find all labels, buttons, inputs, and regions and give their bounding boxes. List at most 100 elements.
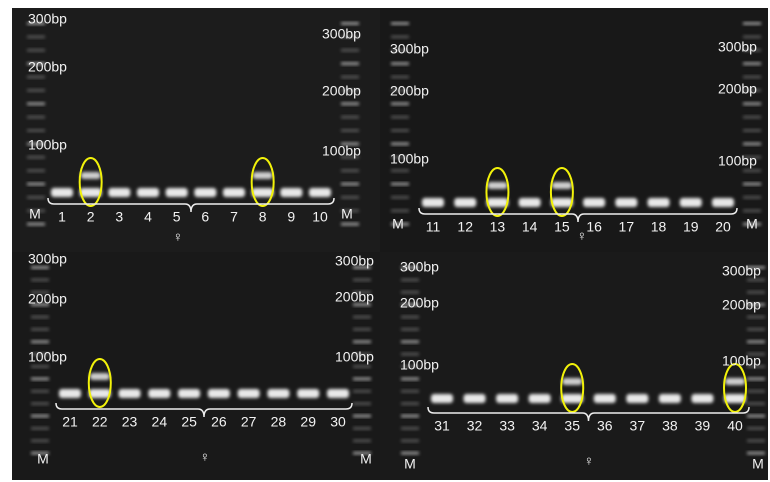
- ladder-band: [401, 439, 419, 443]
- ladder-band: [353, 377, 371, 381]
- sample-band: [118, 389, 141, 398]
- ladder-band: [341, 75, 359, 79]
- upper-band: [89, 373, 110, 380]
- ladder-band: [31, 315, 49, 319]
- female-symbol: ♀: [577, 228, 588, 244]
- ladder-band: [391, 75, 409, 79]
- ladder-band: [31, 340, 49, 344]
- ladder-band: [341, 88, 359, 92]
- ladder-band: [27, 169, 45, 173]
- ladder-band: [743, 182, 761, 186]
- lane-label: 28: [271, 414, 287, 430]
- upper-band: [252, 172, 273, 179]
- ladder-label: 100bp: [28, 349, 67, 365]
- ladder-band: [401, 352, 419, 356]
- ladder-band: [743, 102, 761, 106]
- lane-label: 3: [115, 209, 123, 225]
- ladder-band: [391, 88, 409, 92]
- ladder-band: [31, 451, 49, 455]
- ladder-label: 300bp: [390, 41, 429, 57]
- lane-label: 34: [532, 418, 548, 434]
- lane-label: 27: [241, 414, 257, 430]
- ladder-band: [747, 327, 765, 331]
- ladder-label: 200bp: [28, 59, 67, 75]
- ladder-band: [401, 451, 419, 455]
- ladder-band: [31, 365, 49, 368]
- lane-label: 23: [122, 414, 138, 430]
- ladder-band: [743, 48, 761, 52]
- ladder-band: [31, 278, 49, 282]
- sample-band: [463, 394, 486, 403]
- upper-band: [80, 172, 101, 179]
- gel-background: [380, 252, 768, 480]
- sample-band: [137, 188, 159, 197]
- ladder-band: [391, 62, 409, 66]
- lane-label: 20: [715, 219, 731, 235]
- ladder-label: 300bp: [718, 39, 757, 55]
- lane-label: 22: [92, 414, 108, 430]
- ladder-band: [27, 75, 45, 79]
- gel-panel: 31 32 33 34 35 36 37 38 39 40 300bp 200bp 100bp 300bp…: [380, 252, 768, 480]
- ladder-band: [747, 365, 765, 368]
- ladder-band: [401, 414, 419, 418]
- sample-band: [550, 198, 573, 207]
- sample-band: [658, 394, 681, 403]
- lane-label: 32: [467, 418, 483, 434]
- female-symbol: ♀: [173, 229, 184, 245]
- lane-label: 2: [87, 209, 95, 225]
- ladder-label: 300bp: [28, 251, 67, 267]
- ladder-band: [27, 129, 45, 132]
- ladder-band: [743, 222, 761, 226]
- ladder-band: [747, 451, 765, 455]
- sample-band: [454, 198, 477, 207]
- ladder-band: [743, 155, 761, 159]
- group-brace: [47, 197, 335, 213]
- lane-label: 6: [201, 209, 209, 225]
- ladder-band: [31, 266, 49, 269]
- ladder-band: [401, 278, 419, 282]
- ladder-band: [747, 266, 765, 269]
- lane-label: 39: [695, 418, 711, 434]
- ladder-label: 100bp: [390, 151, 429, 167]
- gel-background: [12, 8, 380, 252]
- lane-label: 14: [522, 219, 538, 235]
- gel-background: [12, 252, 380, 480]
- ladder-band: [747, 278, 765, 282]
- ladder-band: [31, 389, 49, 393]
- ladder-band: [341, 155, 359, 159]
- ladder-label: 200bp: [390, 83, 429, 99]
- ladder-band: [747, 414, 765, 418]
- lane-label: 15: [554, 219, 570, 235]
- gel-panel: 11 12 13 14 15 16 17 18 19 20 300bp 200bp 100bp 300bp…: [380, 8, 768, 252]
- ladder-band: [31, 402, 49, 406]
- ladder-label: 100bp: [718, 153, 757, 169]
- ladder-band: [743, 35, 761, 39]
- sample-band: [691, 394, 714, 403]
- ladder-band: [401, 402, 419, 406]
- ladder-band: [341, 48, 359, 52]
- sample-band: [712, 198, 734, 207]
- ladder-band: [31, 303, 49, 307]
- lane-label: 11: [426, 219, 441, 235]
- lane-label: 30: [330, 414, 346, 430]
- sample-band: [88, 389, 111, 398]
- ladder-band: [353, 303, 371, 307]
- ladder-band: [27, 115, 45, 119]
- ladder-label: 300bp: [28, 11, 67, 27]
- lane-label: 17: [619, 219, 635, 235]
- sample-band: [223, 188, 245, 197]
- marker-label: M: [29, 206, 41, 222]
- ladder-label: 200bp: [400, 295, 439, 311]
- ladder-band: [341, 35, 359, 39]
- ladder-band: [31, 327, 49, 331]
- sample-band: [327, 389, 349, 398]
- ladder-band: [747, 389, 765, 393]
- ladder-band: [401, 266, 419, 269]
- sample-band: [194, 188, 217, 197]
- female-symbol: ♀: [200, 449, 211, 465]
- ladder-band: [401, 290, 419, 294]
- lane-label: 9: [287, 209, 295, 225]
- marker-label: M: [360, 451, 372, 467]
- highlight-ellipse: [723, 363, 747, 413]
- ladder-band: [27, 182, 45, 186]
